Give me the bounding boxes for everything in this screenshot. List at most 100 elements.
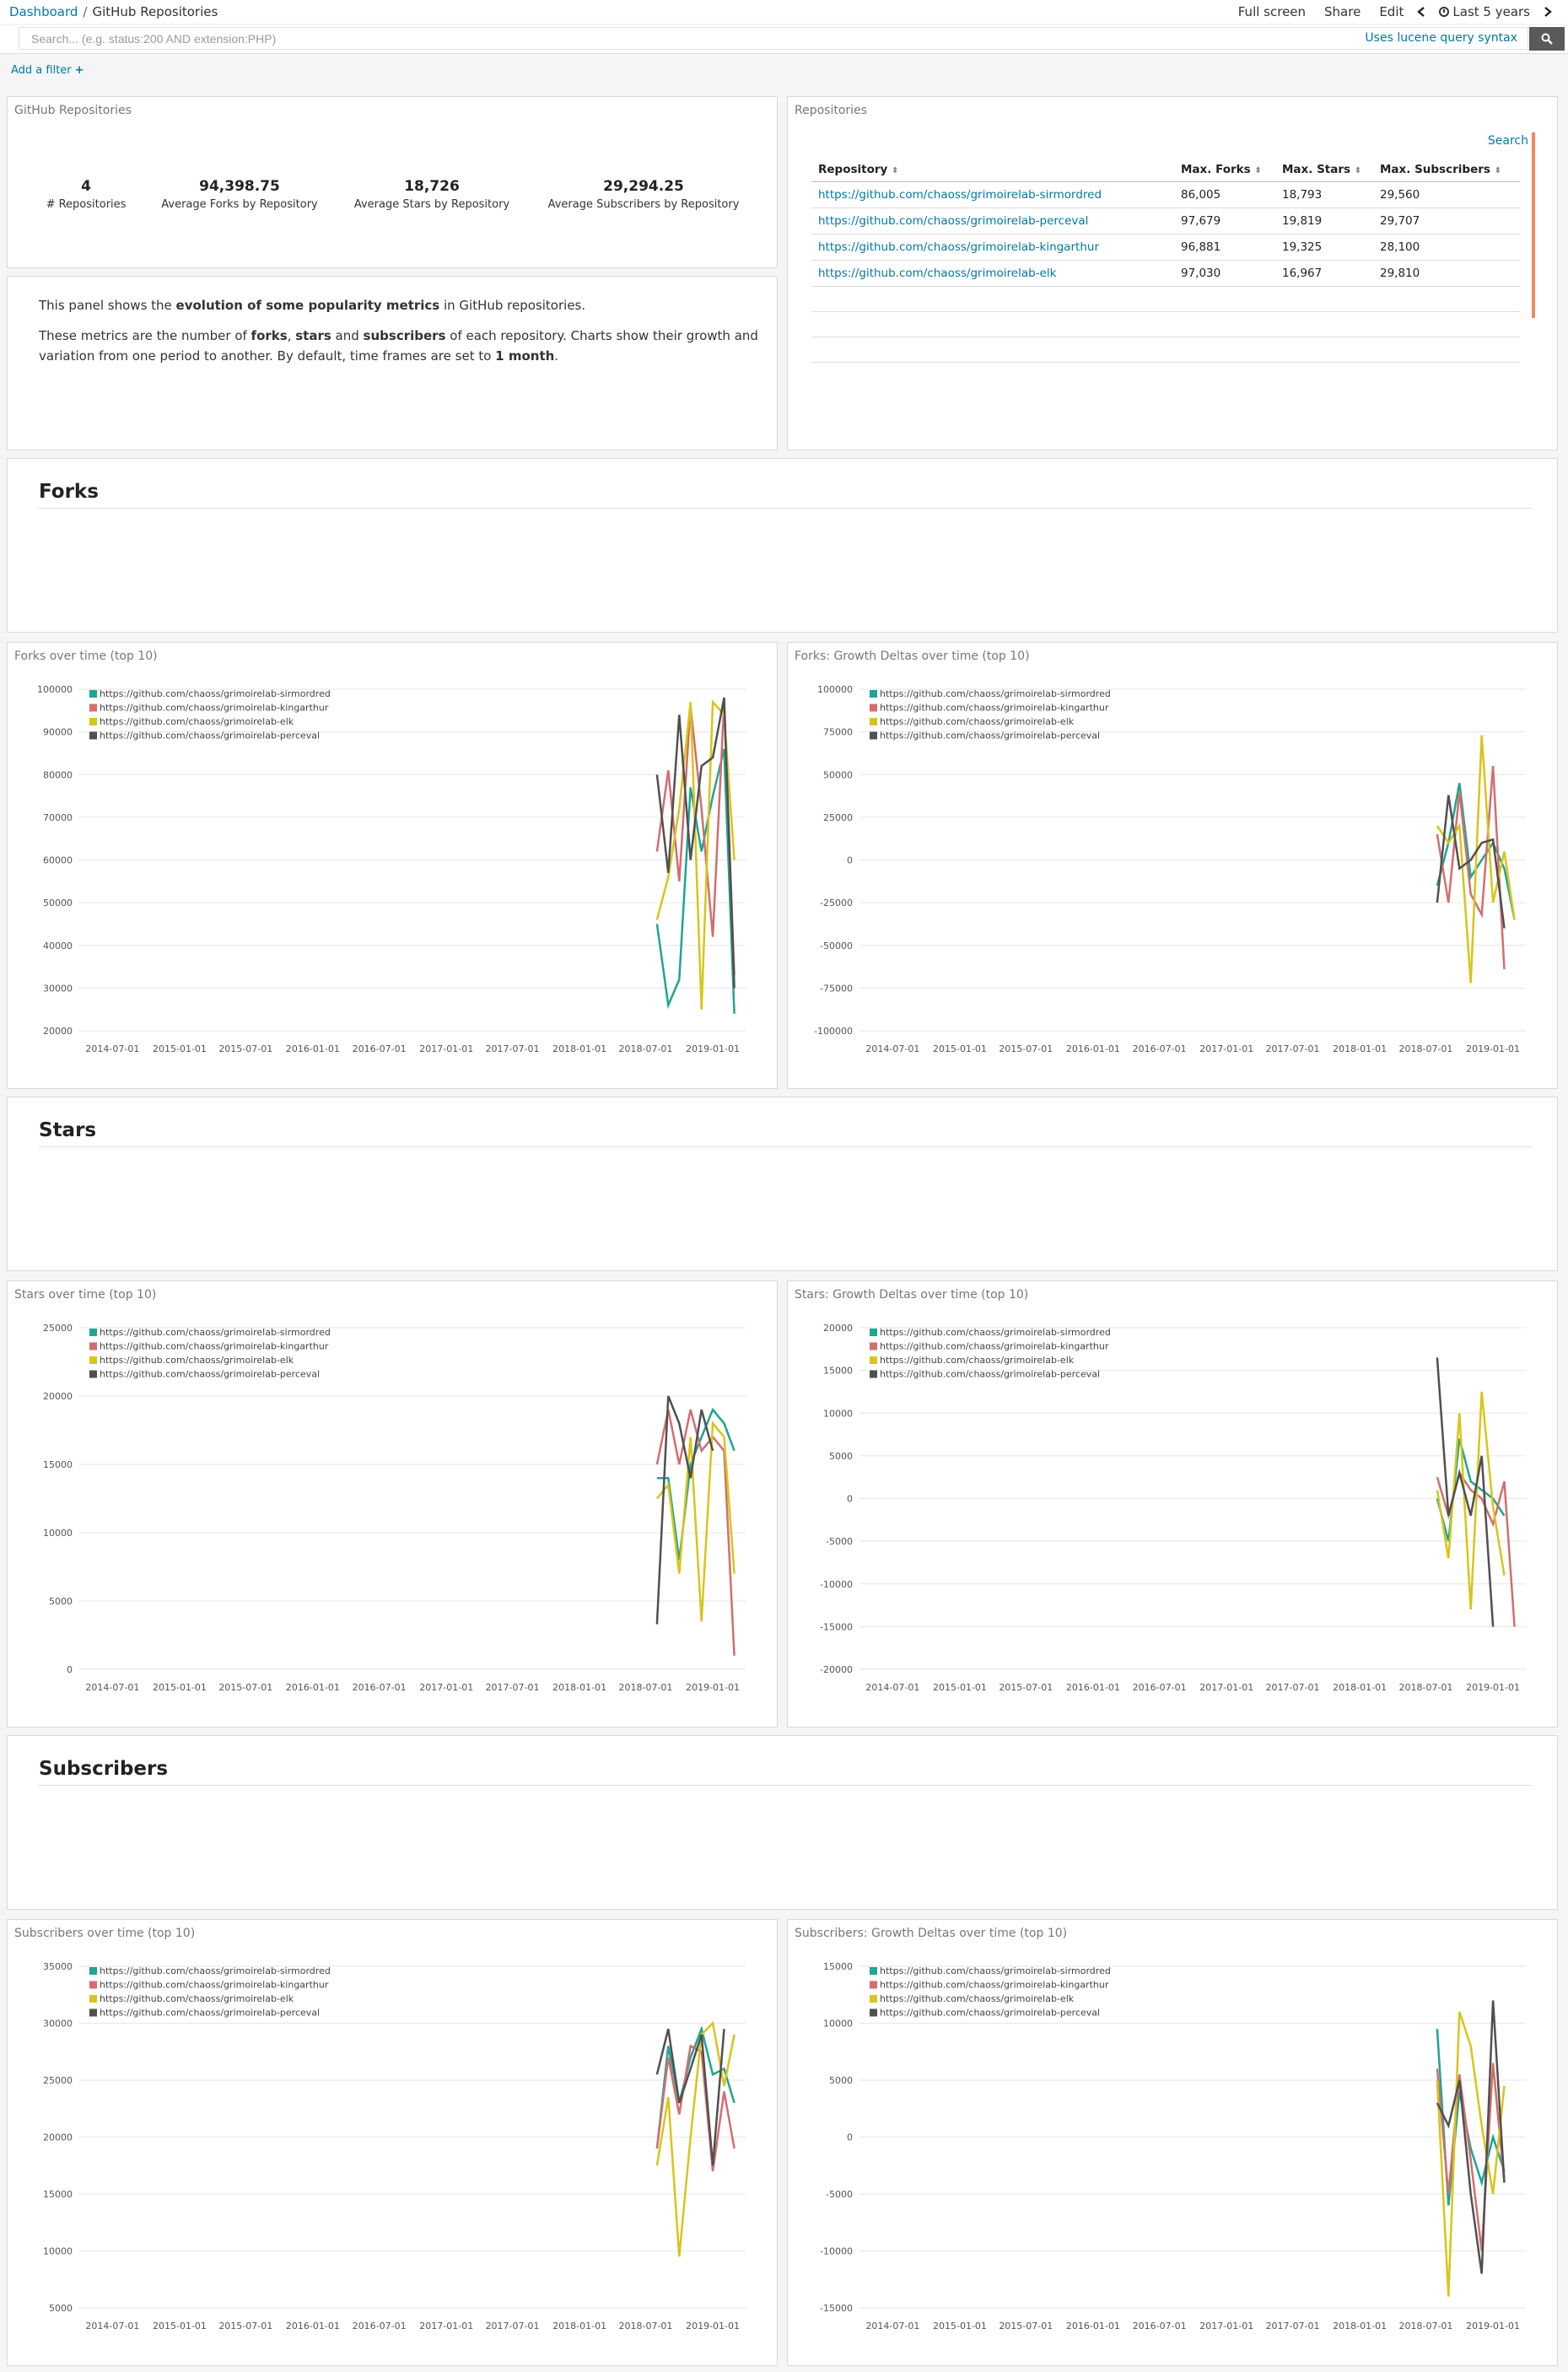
lucene-syntax-link[interactable]: Uses lucene query syntax xyxy=(1365,31,1517,45)
repository-link[interactable]: https://github.com/chaoss/grimoirelab-si… xyxy=(818,188,1102,202)
bold-text: evolution of some popularity metrics xyxy=(175,298,440,313)
legend-swatch xyxy=(870,1356,877,1364)
breadcrumb-dashboard-link[interactable]: Dashboard xyxy=(9,4,78,19)
search-input[interactable] xyxy=(19,28,1285,49)
legend-item[interactable]: https://github.com/chaoss/grimoirelab-ki… xyxy=(880,703,1109,714)
series-line[interactable] xyxy=(1436,735,1516,984)
x-tick-label: 2015-07-01 xyxy=(218,2321,272,2332)
legend-item[interactable]: https://github.com/chaoss/grimoirelab-el… xyxy=(880,1355,1075,1366)
repository-link[interactable]: https://github.com/chaoss/grimoirelab-ki… xyxy=(818,240,1100,254)
sort-icon: ⬍ xyxy=(1354,166,1362,175)
table-search-link[interactable]: Search xyxy=(1487,134,1528,148)
series-line[interactable] xyxy=(1436,2029,1506,2206)
column-header-max-stars[interactable]: Max. Stars ⬍ xyxy=(1275,158,1373,182)
legend-item[interactable]: https://github.com/chaoss/grimoirelab-si… xyxy=(100,1327,331,1338)
search-button[interactable] xyxy=(1529,27,1565,51)
x-tick-label: 2017-07-01 xyxy=(1266,1043,1320,1054)
x-tick-label: 2014-07-01 xyxy=(85,1043,139,1054)
legend-item[interactable]: https://github.com/chaoss/grimoirelab-pe… xyxy=(880,730,1100,741)
scrollbar[interactable] xyxy=(1532,132,1535,318)
series-line[interactable] xyxy=(655,748,736,1014)
chart-title: Stars over time (top 10) xyxy=(14,1288,157,1302)
series-line[interactable] xyxy=(1436,2062,1506,2251)
edit-button[interactable]: Edit xyxy=(1379,4,1404,19)
column-header-repository[interactable]: Repository ⬍ xyxy=(811,158,1174,182)
stars-deltas-panel: Stars: Growth Deltas over time (top 10) … xyxy=(787,1280,1558,1728)
legend-item[interactable]: https://github.com/chaoss/grimoirelab-si… xyxy=(880,688,1111,699)
x-tick-label: 2015-01-01 xyxy=(153,1682,207,1693)
legend-item[interactable]: https://github.com/chaoss/grimoirelab-pe… xyxy=(880,2008,1100,2019)
line-chart: -100000 -75000 -50000 -25000 0 25000 50000 7500… xyxy=(814,684,1526,1054)
series-line[interactable] xyxy=(655,1421,736,1622)
legend-item[interactable]: https://github.com/chaoss/grimoirelab-ki… xyxy=(100,1980,329,1991)
legend-item[interactable]: https://github.com/chaoss/grimoirelab-el… xyxy=(100,716,294,727)
info-panel: This panel shows the evolution of some p… xyxy=(7,276,778,450)
x-tick-label: 2017-01-01 xyxy=(1199,2321,1253,2332)
x-tick-label: 2015-01-01 xyxy=(933,2321,987,2332)
y-tick-label: 30000 xyxy=(43,2019,73,2030)
series-line[interactable] xyxy=(1436,766,1506,970)
legend-item[interactable]: https://github.com/chaoss/grimoirelab-si… xyxy=(880,1965,1111,1976)
legend-item[interactable]: https://github.com/chaoss/grimoirelab-si… xyxy=(880,1327,1111,1338)
y-tick-label: 15000 xyxy=(43,1459,73,1470)
legend-item[interactable]: https://github.com/chaoss/grimoirelab-el… xyxy=(100,1355,294,1366)
series-line[interactable] xyxy=(655,702,736,976)
divider xyxy=(39,1785,1532,1786)
series-line[interactable] xyxy=(655,2028,725,2166)
metric-label: Average Stars by Repository xyxy=(353,198,510,211)
y-tick-label: 50000 xyxy=(823,769,853,780)
text: . xyxy=(554,348,559,364)
series-line[interactable] xyxy=(655,2020,736,2257)
legend-item[interactable]: https://github.com/chaoss/grimoirelab-ki… xyxy=(880,1341,1109,1352)
x-tick-label: 2016-01-01 xyxy=(286,2321,340,2332)
series-line[interactable] xyxy=(1436,1357,1495,1627)
legend-item[interactable]: https://github.com/chaoss/grimoirelab-pe… xyxy=(880,1369,1100,1380)
legend-swatch xyxy=(89,2008,97,2017)
legend-item[interactable]: https://github.com/chaoss/grimoirelab-pe… xyxy=(100,1369,320,1380)
legend-item[interactable]: https://github.com/chaoss/grimoirelab-si… xyxy=(100,688,331,699)
time-forward-button[interactable] xyxy=(1539,3,1556,20)
header-label: Max. Forks xyxy=(1181,163,1251,176)
y-tick-label: 10000 xyxy=(43,2246,73,2257)
table-row: https://github.com/chaoss/grimoirelab-pe… xyxy=(811,208,1520,235)
share-button[interactable]: Share xyxy=(1324,4,1361,19)
add-filter-link[interactable]: Add a filter + xyxy=(11,64,84,77)
column-header-max-subscribers[interactable]: Max. Subscribers ⬍ xyxy=(1373,158,1520,182)
full-screen-button[interactable]: Full screen xyxy=(1237,4,1307,19)
time-back-button[interactable] xyxy=(1413,3,1430,20)
legend-item[interactable]: https://github.com/chaoss/grimoirelab-pe… xyxy=(100,730,320,741)
time-picker-button[interactable]: Last 5 years xyxy=(1430,4,1539,19)
y-tick-label: 5000 xyxy=(49,2303,73,2314)
section-title-stars: Stars xyxy=(39,1119,97,1141)
metric-avg-forks: 94,398.75 Average Forks by Repository xyxy=(161,178,317,211)
series-line[interactable] xyxy=(1436,2011,1506,2297)
metric-value: 18,726 xyxy=(404,178,460,195)
series-line[interactable] xyxy=(1436,795,1506,929)
series-line[interactable] xyxy=(1436,2000,1506,2274)
legend-item[interactable]: https://github.com/chaoss/grimoirelab-pe… xyxy=(100,2008,320,2019)
series-line[interactable] xyxy=(655,697,736,989)
y-tick-label: 50000 xyxy=(43,898,73,908)
legend-item[interactable]: https://github.com/chaoss/grimoirelab-ki… xyxy=(100,703,329,714)
series-line[interactable] xyxy=(655,1409,736,1656)
legend-item[interactable]: https://github.com/chaoss/grimoirelab-el… xyxy=(880,716,1075,727)
legend-item[interactable]: https://github.com/chaoss/grimoirelab-el… xyxy=(880,1993,1075,2004)
table-row-empty xyxy=(811,311,1520,337)
legend-item[interactable]: https://github.com/chaoss/grimoirelab-ki… xyxy=(880,1980,1109,1991)
line-chart: 0 5000 10000 15000 20000 25000 2014-07-01 2015-… xyxy=(43,1323,746,1693)
series-line[interactable] xyxy=(1436,1391,1506,1610)
chart-title: Forks over time (top 10) xyxy=(14,650,158,663)
repository-link[interactable]: https://github.com/chaoss/grimoirelab-el… xyxy=(818,267,1057,280)
divider xyxy=(39,508,1532,509)
legend-item[interactable]: https://github.com/chaoss/grimoirelab-el… xyxy=(100,1993,294,2004)
legend-item[interactable]: https://github.com/chaoss/grimoirelab-ki… xyxy=(100,1341,329,1352)
legend-item[interactable]: https://github.com/chaoss/grimoirelab-si… xyxy=(100,1965,331,1976)
y-tick-label: 100000 xyxy=(817,684,853,695)
x-tick-label: 2018-07-01 xyxy=(1398,1682,1452,1693)
repository-link[interactable]: https://github.com/chaoss/grimoirelab-pe… xyxy=(818,214,1089,228)
series-line[interactable] xyxy=(655,1395,714,1625)
header-label: Repository xyxy=(818,163,888,176)
column-header-max-forks[interactable]: Max. Forks ⬍ xyxy=(1174,158,1275,182)
x-tick-label: 2014-07-01 xyxy=(865,2321,919,2332)
y-tick-label: 20000 xyxy=(43,2132,73,2143)
